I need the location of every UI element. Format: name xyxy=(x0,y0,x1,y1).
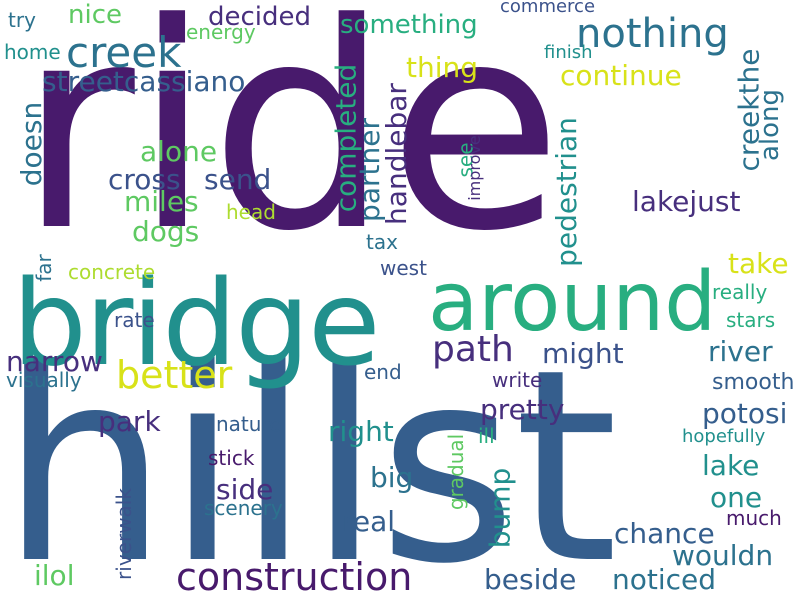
word: bump xyxy=(483,467,517,549)
word: continue xyxy=(560,59,682,92)
word: end xyxy=(364,360,402,384)
word: rate xyxy=(114,308,155,332)
word: decided xyxy=(208,2,312,32)
word: commerce xyxy=(500,0,596,17)
word: riverwalk xyxy=(111,488,136,580)
word: ilol xyxy=(34,559,75,592)
word: take xyxy=(728,247,789,280)
word: gradual xyxy=(444,433,469,511)
word: alone xyxy=(140,135,218,168)
word: nothing xyxy=(576,11,729,57)
word: around xyxy=(428,255,717,350)
word: potosi xyxy=(702,397,788,430)
word: river xyxy=(708,335,773,368)
word: hillst xyxy=(0,312,618,600)
word: much xyxy=(726,506,782,530)
word: streetcassiano xyxy=(42,65,246,98)
word: narrow xyxy=(6,345,103,378)
word: handlebar xyxy=(379,83,413,225)
word: stick xyxy=(208,446,255,470)
word: doesn xyxy=(15,101,49,187)
word: noticed xyxy=(612,563,717,596)
word: along xyxy=(755,88,786,162)
word: send xyxy=(204,163,272,196)
word: better xyxy=(116,353,233,397)
word: thing xyxy=(406,51,479,84)
word: west xyxy=(380,256,427,280)
word: might xyxy=(542,337,624,370)
word: smooth xyxy=(712,370,795,395)
word: nature xyxy=(216,412,282,436)
word: creek xyxy=(66,28,182,77)
word: something xyxy=(340,10,478,40)
word: write xyxy=(492,368,543,392)
word: dogs xyxy=(132,215,200,248)
word: hopefully xyxy=(682,426,766,447)
word: ride xyxy=(18,0,563,293)
word: head xyxy=(226,200,276,224)
word: park xyxy=(98,405,161,438)
word: cross xyxy=(108,163,181,196)
word: tax xyxy=(366,230,398,254)
word: stars xyxy=(726,308,776,332)
word: try xyxy=(8,8,36,32)
word: wouldn xyxy=(672,539,774,572)
word: concrete xyxy=(68,260,156,284)
word: bridge xyxy=(12,254,381,392)
word: energy xyxy=(186,20,256,44)
word: pretty xyxy=(480,393,565,426)
word: right xyxy=(328,415,394,448)
word: miles xyxy=(124,185,199,218)
word: path xyxy=(432,329,514,370)
word: finish xyxy=(544,42,593,63)
word: real xyxy=(342,505,396,538)
word: lake xyxy=(702,449,760,482)
word: ill xyxy=(478,424,495,448)
word: construction xyxy=(176,555,413,599)
word: beside xyxy=(484,563,577,596)
word: nice xyxy=(68,0,122,30)
word: improve xyxy=(464,135,484,201)
word: lakejust xyxy=(632,185,741,218)
word: one xyxy=(710,481,763,514)
word: pedestrian xyxy=(549,117,583,267)
word: big xyxy=(370,461,414,494)
word: chance xyxy=(614,517,715,550)
word: visually xyxy=(6,368,82,392)
word: side xyxy=(216,473,274,506)
word: scenery xyxy=(204,496,283,520)
word: home xyxy=(4,40,61,64)
word: really xyxy=(712,280,768,304)
word: far xyxy=(31,254,56,282)
